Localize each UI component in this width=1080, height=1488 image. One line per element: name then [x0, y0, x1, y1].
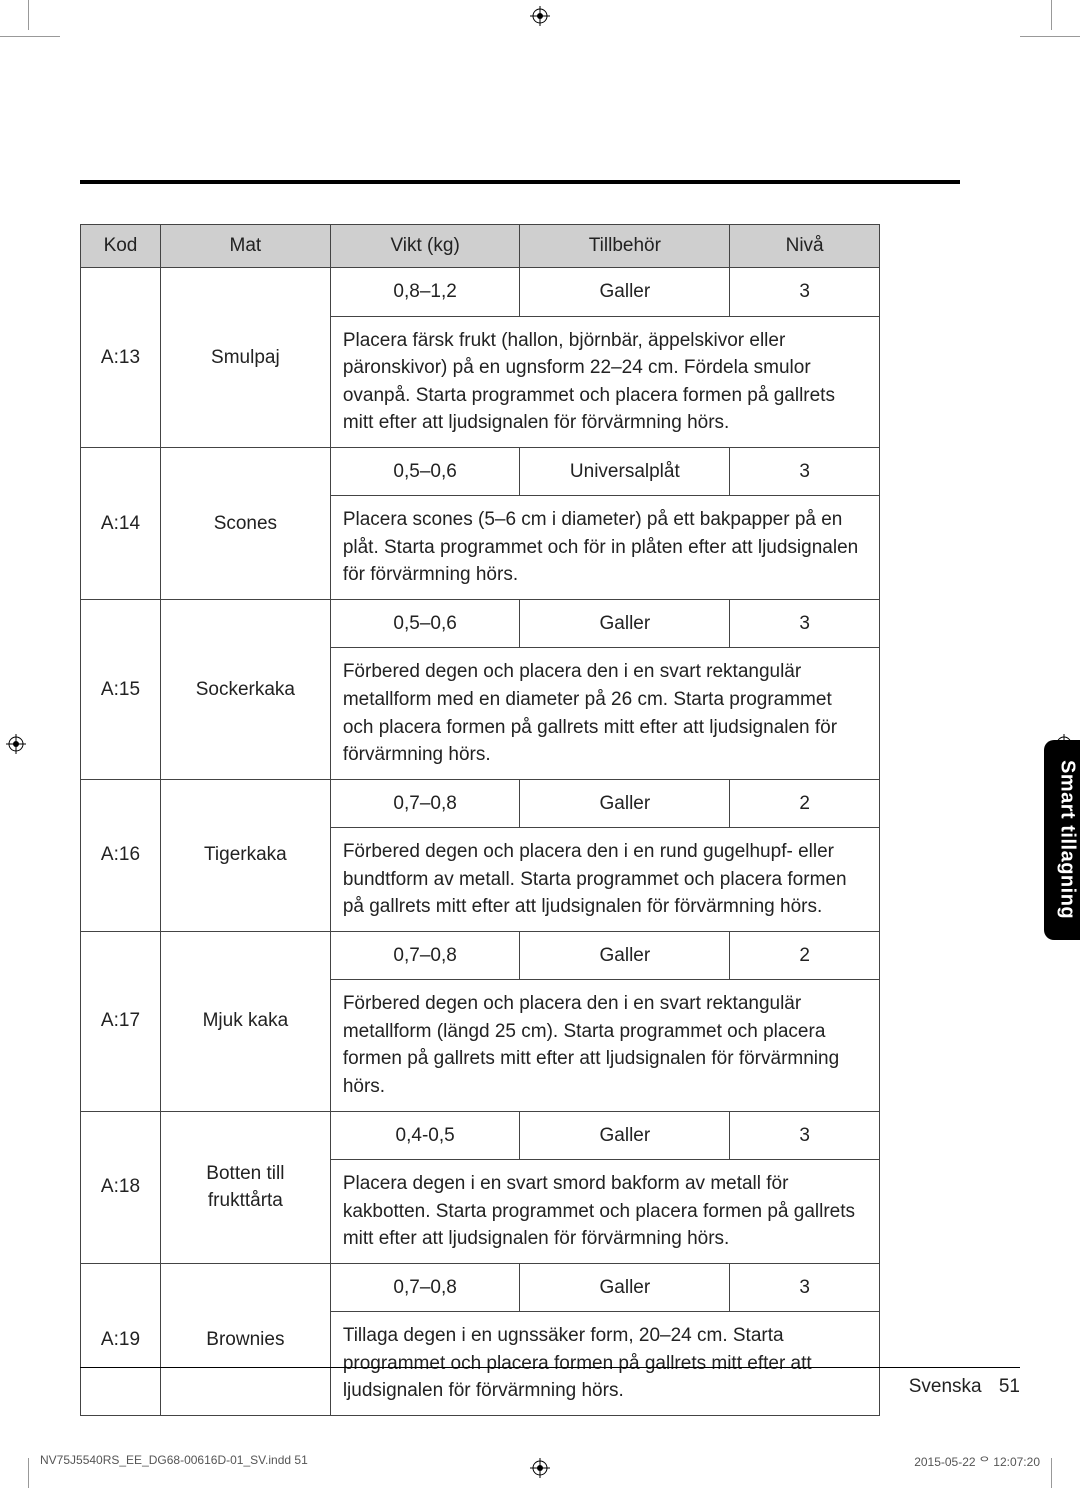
cell-niva: 2: [730, 779, 880, 828]
cell-kod: A:17: [81, 931, 161, 1111]
crop-mark: [28, 0, 29, 30]
table-row: A:13 Smulpaj 0,8–1,2 Galler 3: [81, 268, 880, 317]
cell-mat: Smulpaj: [160, 268, 330, 448]
cell-mat: Botten till frukttårta: [160, 1111, 330, 1263]
footer-language: Svenska: [909, 1376, 982, 1397]
cell-tillbehor: Universalplåt: [520, 447, 730, 496]
cell-mat: Tigerkaka: [160, 779, 330, 931]
cell-desc: Placera degen i en svart smord bakform a…: [330, 1160, 879, 1264]
section-tab-label: Smart tillagning: [1056, 760, 1079, 919]
cell-tillbehor: Galler: [520, 268, 730, 317]
cell-desc: Förbered degen och placera den i en svar…: [330, 980, 879, 1111]
cell-mat: Mjuk kaka: [160, 931, 330, 1111]
cell-kod: A:14: [81, 447, 161, 599]
th-kod: Kod: [81, 225, 161, 268]
cell-niva: 3: [730, 1263, 880, 1312]
cell-kod: A:15: [81, 599, 161, 779]
cell-niva: 3: [730, 447, 880, 496]
footer-page-number: 51: [999, 1376, 1020, 1397]
cell-vikt: 0,7–0,8: [330, 931, 520, 980]
cell-tillbehor: Galler: [520, 1263, 730, 1312]
top-rule: [80, 180, 960, 184]
cooking-table: Kod Mat Vikt (kg) Tillbehör Nivå A:13 Sm…: [80, 224, 880, 1416]
cell-vikt: 0,7–0,8: [330, 779, 520, 828]
registration-mark-left: [6, 734, 26, 754]
cell-tillbehor: Galler: [520, 599, 730, 648]
cell-tillbehor: Galler: [520, 1111, 730, 1160]
slug-timestamp: 2015-05-22 ᄋ 12:07:20: [914, 1453, 1040, 1470]
page-content: Kod Mat Vikt (kg) Tillbehör Nivå A:13 Sm…: [80, 180, 960, 1416]
cell-vikt: 0,5–0,6: [330, 447, 520, 496]
cell-niva: 2: [730, 931, 880, 980]
crop-mark: [28, 1458, 29, 1488]
table-row: A:17 Mjuk kaka 0,7–0,8 Galler 2: [81, 931, 880, 980]
cell-vikt: 0,8–1,2: [330, 268, 520, 317]
cell-niva: 3: [730, 1111, 880, 1160]
crop-mark: [1051, 1458, 1052, 1488]
cell-tillbehor: Galler: [520, 931, 730, 980]
page-footer: Svenska 51: [80, 1367, 1020, 1398]
th-vikt: Vikt (kg): [330, 225, 520, 268]
table-header-row: Kod Mat Vikt (kg) Tillbehör Nivå: [81, 225, 880, 268]
registration-mark-top: [530, 6, 550, 26]
cell-mat: Scones: [160, 447, 330, 599]
slug-file: NV75J5540RS_EE_DG68-00616D-01_SV.indd 51: [40, 1453, 308, 1470]
cell-desc: Tillaga degen i en ugnssäker form, 20–24…: [330, 1312, 879, 1416]
crop-mark: [1020, 36, 1080, 37]
table-row: A:16 Tigerkaka 0,7–0,8 Galler 2: [81, 779, 880, 828]
table-row: A:18 Botten till frukttårta 0,4-0,5 Gall…: [81, 1111, 880, 1160]
th-mat: Mat: [160, 225, 330, 268]
th-tillbehor: Tillbehör: [520, 225, 730, 268]
print-slug: NV75J5540RS_EE_DG68-00616D-01_SV.indd 51…: [40, 1453, 1040, 1470]
cell-mat: Sockerkaka: [160, 599, 330, 779]
crop-mark: [1051, 0, 1052, 30]
cell-desc: Förbered degen och placera den i en rund…: [330, 828, 879, 932]
cell-vikt: 0,5–0,6: [330, 599, 520, 648]
cell-kod: A:13: [81, 268, 161, 448]
cell-vikt: 0,4-0,5: [330, 1111, 520, 1160]
crop-mark: [0, 36, 60, 37]
table-row: A:15 Sockerkaka 0,5–0,6 Galler 3: [81, 599, 880, 648]
cell-vikt: 0,7–0,8: [330, 1263, 520, 1312]
footer-rule: [80, 1367, 1020, 1368]
cell-desc: Placera scones (5–6 cm i diameter) på et…: [330, 496, 879, 600]
cell-desc: Placera färsk frukt (hallon, björnbär, ä…: [330, 316, 879, 447]
cell-tillbehor: Galler: [520, 779, 730, 828]
cell-desc: Förbered degen och placera den i en svar…: [330, 648, 879, 779]
th-niva: Nivå: [730, 225, 880, 268]
cell-kod: A:18: [81, 1111, 161, 1263]
cell-niva: 3: [730, 599, 880, 648]
section-tab: Smart tillagning: [1044, 740, 1080, 940]
cell-niva: 3: [730, 268, 880, 317]
cell-kod: A:16: [81, 779, 161, 931]
table-row: A:19 Brownies 0,7–0,8 Galler 3: [81, 1263, 880, 1312]
table-row: A:14 Scones 0,5–0,6 Universalplåt 3: [81, 447, 880, 496]
